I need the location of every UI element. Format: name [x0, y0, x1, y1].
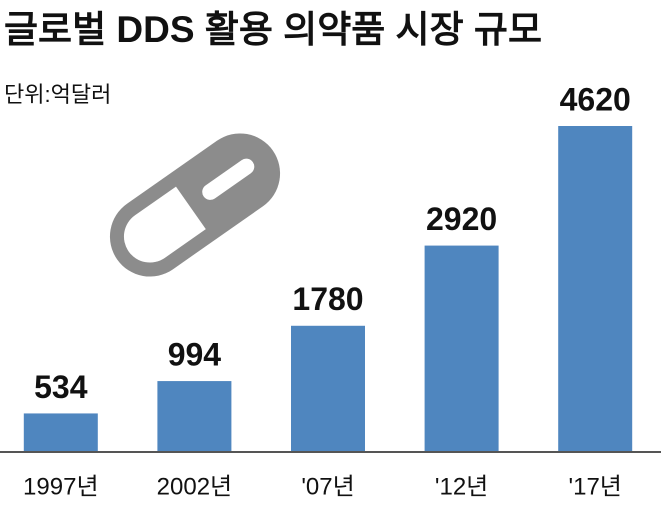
x-tick-label: 2002년	[157, 473, 232, 500]
x-tick-label: 1997년	[23, 473, 98, 500]
x-tick-label: '07년	[301, 473, 354, 500]
bar	[291, 325, 365, 451]
value-label: 1780	[292, 281, 363, 317]
x-tick-label: '12년	[435, 473, 488, 500]
bar	[23, 413, 98, 451]
bar	[558, 126, 633, 451]
value-label: 4620	[560, 81, 631, 117]
pill-icon	[109, 133, 281, 277]
bar	[424, 245, 499, 451]
value-label: 2920	[426, 201, 497, 237]
bar	[157, 381, 232, 451]
value-label: 534	[34, 369, 88, 405]
chart-title: 글로벌 DDS 활용 의약품 시장 규모	[4, 9, 542, 50]
x-tick-label: '17년	[569, 473, 622, 500]
value-label: 994	[168, 337, 222, 373]
unit-label: 단위:억달러	[4, 82, 111, 107]
